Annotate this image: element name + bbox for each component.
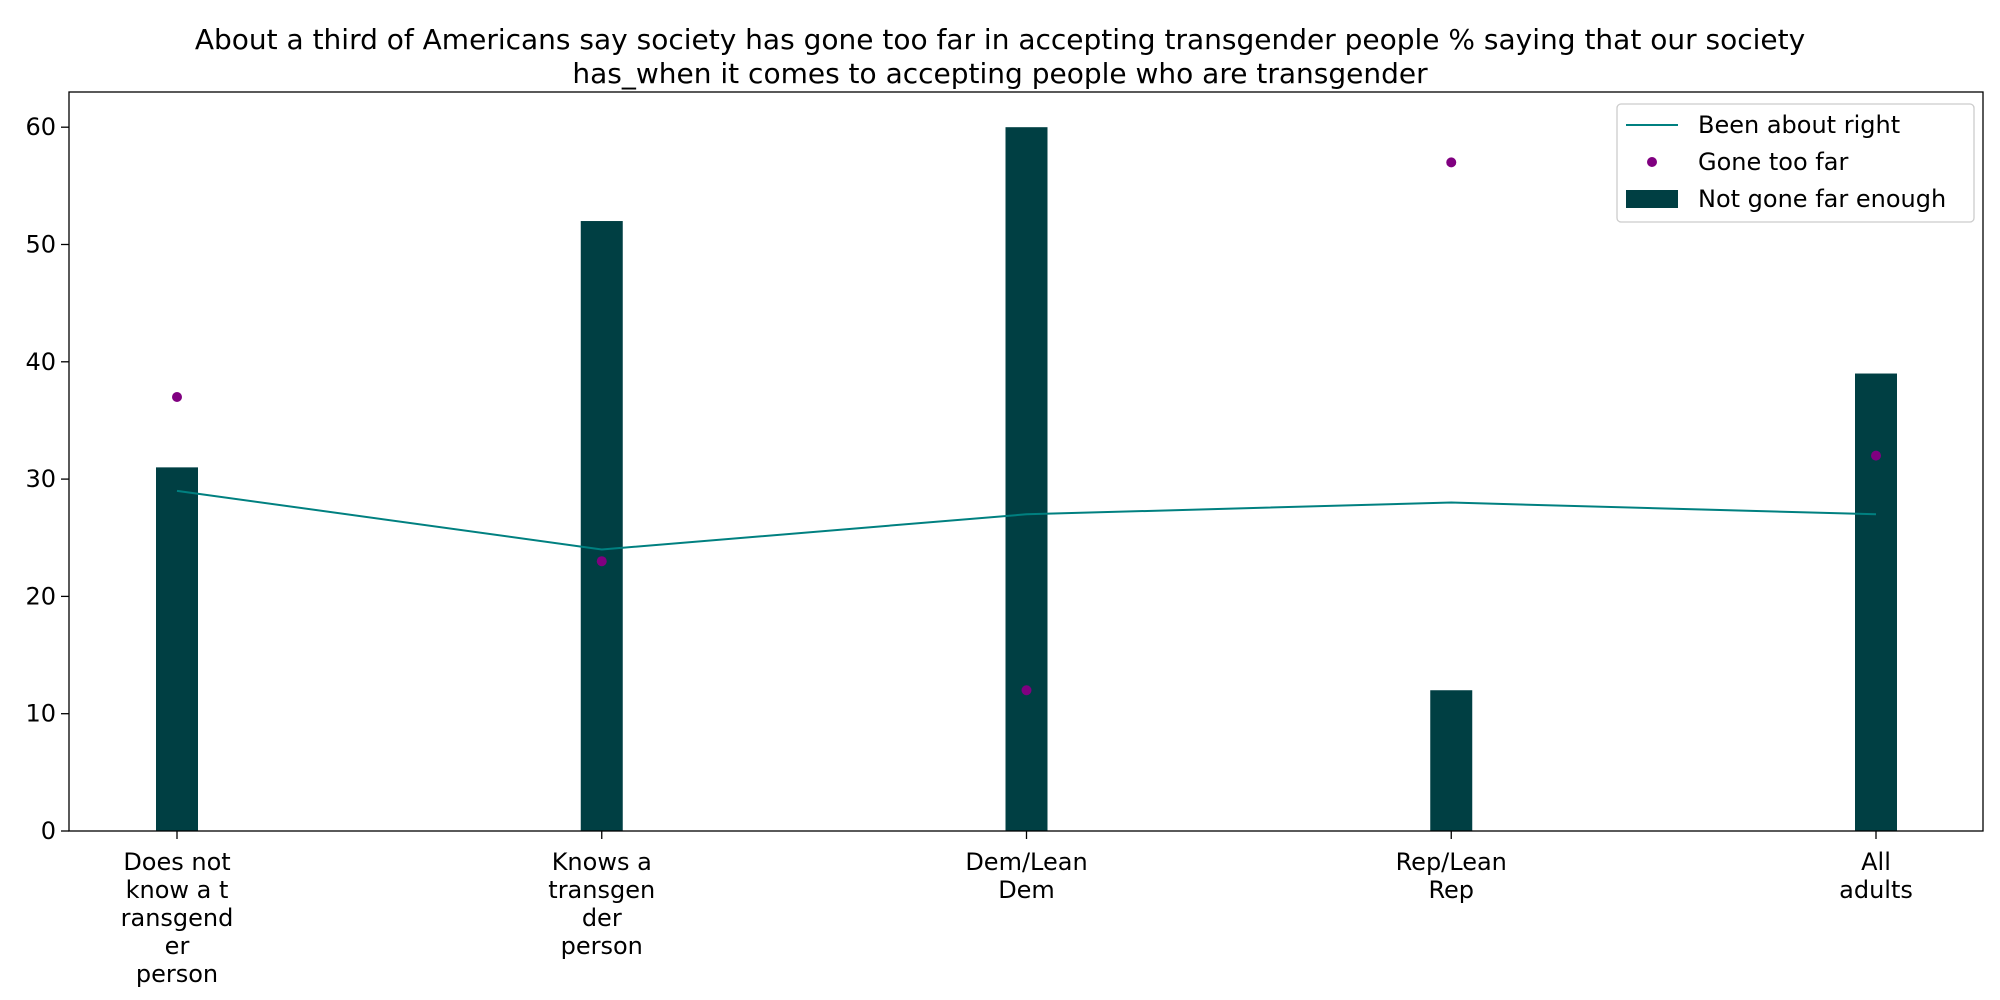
y-tick-label: 20	[25, 582, 56, 610]
legend-label: Not gone far enough	[1698, 185, 1946, 213]
legend-label: Been about right	[1698, 111, 1900, 139]
x-tick-label-line: Rep	[1428, 876, 1474, 904]
legend-marker-swatch	[1647, 157, 1657, 167]
bar	[1430, 690, 1473, 831]
x-tick-label-line: Knows a	[552, 848, 652, 876]
x-tick-label-line: der	[582, 904, 622, 932]
y-tick-label: 50	[25, 230, 56, 258]
series-line	[176, 489, 1877, 551]
y-tick-label: 60	[25, 113, 56, 141]
x-tick-label: Knows a transgen der person	[548, 848, 655, 960]
x-tick-label: All adults	[1839, 848, 1913, 904]
x-tick-label: Does not know a t ransgend er person	[121, 848, 234, 988]
x-tick-label-line: transgen	[548, 876, 655, 904]
scatter-point	[1871, 450, 1881, 461]
scatter-series-gone-too-far	[172, 157, 1881, 696]
bar	[156, 467, 198, 831]
x-tick-label: Rep/Lean Rep	[1396, 848, 1507, 904]
scatter-point	[596, 556, 607, 567]
x-tick-label-line: person	[561, 932, 643, 960]
x-tick-label-line: All	[1861, 848, 1891, 876]
scatter-point	[1446, 157, 1457, 168]
legend-label: Gone too far	[1698, 148, 1848, 176]
bar-series-not-gone-far-enough	[156, 127, 1897, 832]
x-tick-label: Dem/Lean Dem	[965, 848, 1087, 904]
x-tick-label-line: er	[165, 932, 190, 960]
x-tick-label-line: adults	[1839, 876, 1913, 904]
y-tick-label: 0	[41, 817, 56, 845]
scatter-point	[172, 391, 182, 402]
x-tick-label-line: person	[136, 960, 218, 988]
chart-title-line: has_when it comes to accepting people wh…	[572, 57, 1428, 90]
chart-title-line: About a third of Americans say society h…	[195, 23, 1805, 56]
legend-bar-swatch	[1626, 190, 1678, 208]
chart-title: About a third of Americans say society h…	[195, 23, 1805, 90]
x-tick-label-line: Dem	[998, 876, 1055, 904]
y-tick-label: 40	[25, 348, 56, 376]
x-tick-label-line: Dem/Lean	[965, 848, 1087, 876]
bar	[580, 221, 623, 832]
bar	[1855, 373, 1897, 831]
legend-box	[1616, 103, 1975, 223]
y-axis: 0 10 20 30 40 50 60	[25, 113, 69, 845]
y-tick-label: 30	[25, 465, 56, 493]
line-series-been-about-right	[176, 489, 1877, 551]
scatter-point	[1021, 685, 1032, 696]
x-tick-label-line: know a t	[126, 876, 229, 904]
x-tick-label-line: Does not	[123, 848, 230, 876]
y-tick-label: 10	[25, 700, 56, 728]
x-tick-label-line: ransgend	[121, 904, 234, 932]
legend: Been about right Gone too far Not gone far…	[1616, 103, 1975, 223]
x-tick-label-line: Rep/Lean	[1396, 848, 1507, 876]
bar	[1005, 127, 1048, 831]
